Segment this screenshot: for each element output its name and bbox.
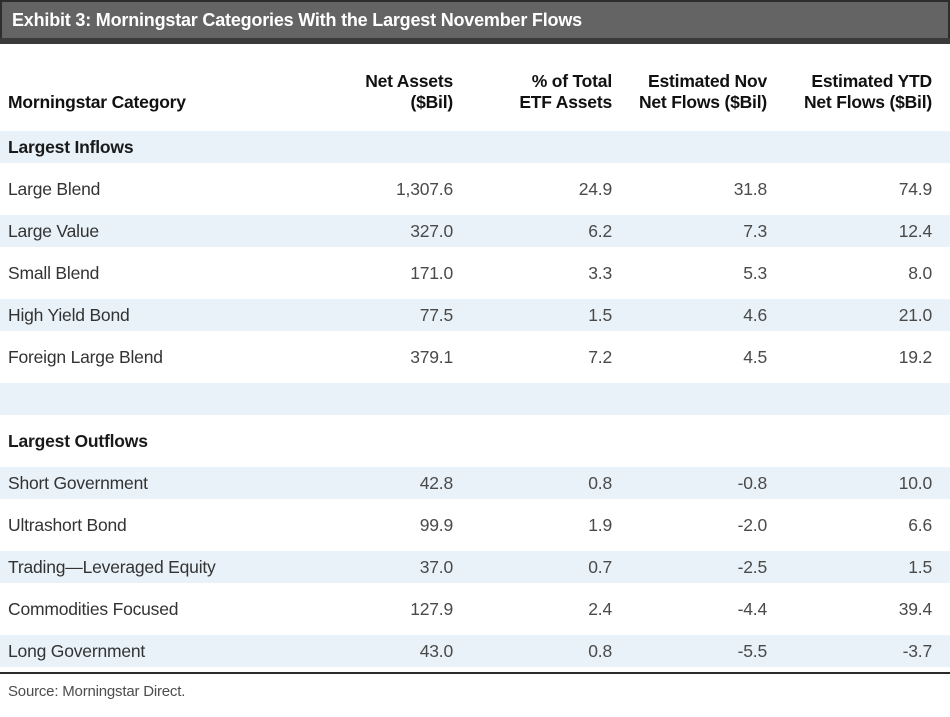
est-nov-net-flows-bil-cell: 31.8 [630, 168, 785, 210]
est-ytd-net-flows-bil-cell: 74.9 [785, 168, 950, 210]
est-nov-net-flows-bil-cell: -2.5 [630, 546, 785, 588]
pct-of-total-etf-assets-cell: 0.7 [471, 546, 630, 588]
pct-of-total-etf-assets-cell: 0.8 [471, 630, 630, 672]
column-header-estimated-nov-net-flows: Estimated Nov Net Flows ($Bil) [638, 71, 767, 112]
spacer-row [0, 378, 950, 420]
est-nov-net-flows-bil-cell: 5.3 [630, 252, 785, 294]
net-assets-bil-cell: 127.9 [325, 588, 471, 630]
est-nov-net-flows-bil-cell: -4.4 [630, 588, 785, 630]
exhibit-title: Exhibit 3: Morningstar Categories With t… [12, 9, 582, 30]
pct-of-total-etf-assets-cell: 2.4 [471, 588, 630, 630]
exhibit-header-bar: Exhibit 3: Morningstar Categories With t… [0, 0, 950, 38]
net-assets-bil-cell: 37.0 [325, 546, 471, 588]
category-cell: Large Blend [0, 168, 325, 210]
net-assets-bil-cell: 77.5 [325, 294, 471, 336]
pct-of-total-etf-assets-cell: 3.3 [471, 252, 630, 294]
column-header-pct-of-total-etf-assets: % of Total ETF Assets [519, 71, 612, 112]
section-header-row: Largest Outflows [0, 420, 950, 462]
table-row: Ultrashort Bond 99.9 1.9 -2.0 6.6 [0, 504, 950, 546]
est-nov-net-flows-bil-cell: 7.3 [630, 210, 785, 252]
est-ytd-net-flows-bil-cell: 10.0 [785, 462, 950, 504]
table-row: Foreign Large Blend 379.1 7.2 4.5 19.2 [0, 336, 950, 378]
table-row: Trading—Leveraged Equity 37.0 0.7 -2.5 1.5 [0, 546, 950, 588]
net-assets-bil-cell: 1,307.6 [325, 168, 471, 210]
est-ytd-net-flows-bil-cell: 21.0 [785, 294, 950, 336]
table-row: Short Government 42.8 0.8 -0.8 10.0 [0, 462, 950, 504]
net-assets-bil-cell: 379.1 [325, 336, 471, 378]
table-row: Large Blend 1,307.6 24.9 31.8 74.9 [0, 168, 950, 210]
est-nov-net-flows-bil-cell: 4.5 [630, 336, 785, 378]
est-ytd-net-flows-bil-cell: 19.2 [785, 336, 950, 378]
est-nov-net-flows-bil-cell: -0.8 [630, 462, 785, 504]
category-cell: Small Blend [0, 252, 325, 294]
category-cell: Commodities Focused [0, 588, 325, 630]
category-cell: Trading—Leveraged Equity [0, 546, 325, 588]
spacer-cell [0, 378, 950, 420]
table-body: Largest Inflows Large Blend 1,307.6 24.9 31.… [0, 126, 950, 672]
table-header-row: Morningstar Category Net Assets ($Bil) %… [0, 44, 950, 126]
est-ytd-net-flows-bil-cell: 1.5 [785, 546, 950, 588]
pct-of-total-etf-assets-cell: 6.2 [471, 210, 630, 252]
table-row: Commodities Focused 127.9 2.4 -4.4 39.4 [0, 588, 950, 630]
category-cell: Large Value [0, 210, 325, 252]
table-row: High Yield Bond 77.5 1.5 4.6 21.0 [0, 294, 950, 336]
pct-of-total-etf-assets-cell: 7.2 [471, 336, 630, 378]
net-assets-bil-cell: 43.0 [325, 630, 471, 672]
category-cell: Ultrashort Bond [0, 504, 325, 546]
table-row: Large Value 327.0 6.2 7.3 12.4 [0, 210, 950, 252]
column-header-category: Morningstar Category [8, 92, 186, 112]
est-nov-net-flows-bil-cell: -2.0 [630, 504, 785, 546]
est-ytd-net-flows-bil-cell: 6.6 [785, 504, 950, 546]
category-cell: Long Government [0, 630, 325, 672]
category-cell: High Yield Bond [0, 294, 325, 336]
est-nov-net-flows-bil-cell: 4.6 [630, 294, 785, 336]
column-header-estimated-ytd-net-flows: Estimated YTD Net Flows ($Bil) [803, 71, 932, 112]
source-note: Source: Morningstar Direct. [0, 672, 950, 700]
net-assets-bil-cell: 327.0 [325, 210, 471, 252]
est-ytd-net-flows-bil-cell: 39.4 [785, 588, 950, 630]
table-header: Morningstar Category Net Assets ($Bil) %… [0, 44, 950, 126]
est-ytd-net-flows-bil-cell: 12.4 [785, 210, 950, 252]
net-assets-bil-cell: 42.8 [325, 462, 471, 504]
table-row: Small Blend 171.0 3.3 5.3 8.0 [0, 252, 950, 294]
pct-of-total-etf-assets-cell: 0.8 [471, 462, 630, 504]
est-nov-net-flows-bil-cell: -5.5 [630, 630, 785, 672]
flows-table: Morningstar Category Net Assets ($Bil) %… [0, 44, 950, 672]
exhibit-header-bar-bottom-strip [0, 38, 950, 44]
net-assets-bil-cell: 171.0 [325, 252, 471, 294]
pct-of-total-etf-assets-cell: 1.5 [471, 294, 630, 336]
section-header-label: Largest Outflows [0, 420, 950, 462]
pct-of-total-etf-assets-cell: 24.9 [471, 168, 630, 210]
est-ytd-net-flows-bil-cell: -3.7 [785, 630, 950, 672]
column-header-net-assets: Net Assets ($Bil) [365, 71, 453, 112]
category-cell: Foreign Large Blend [0, 336, 325, 378]
net-assets-bil-cell: 99.9 [325, 504, 471, 546]
table-row: Long Government 43.0 0.8 -5.5 -3.7 [0, 630, 950, 672]
section-header-row: Largest Inflows [0, 126, 950, 168]
pct-of-total-etf-assets-cell: 1.9 [471, 504, 630, 546]
section-header-label: Largest Inflows [0, 126, 950, 168]
category-cell: Short Government [0, 462, 325, 504]
est-ytd-net-flows-bil-cell: 8.0 [785, 252, 950, 294]
